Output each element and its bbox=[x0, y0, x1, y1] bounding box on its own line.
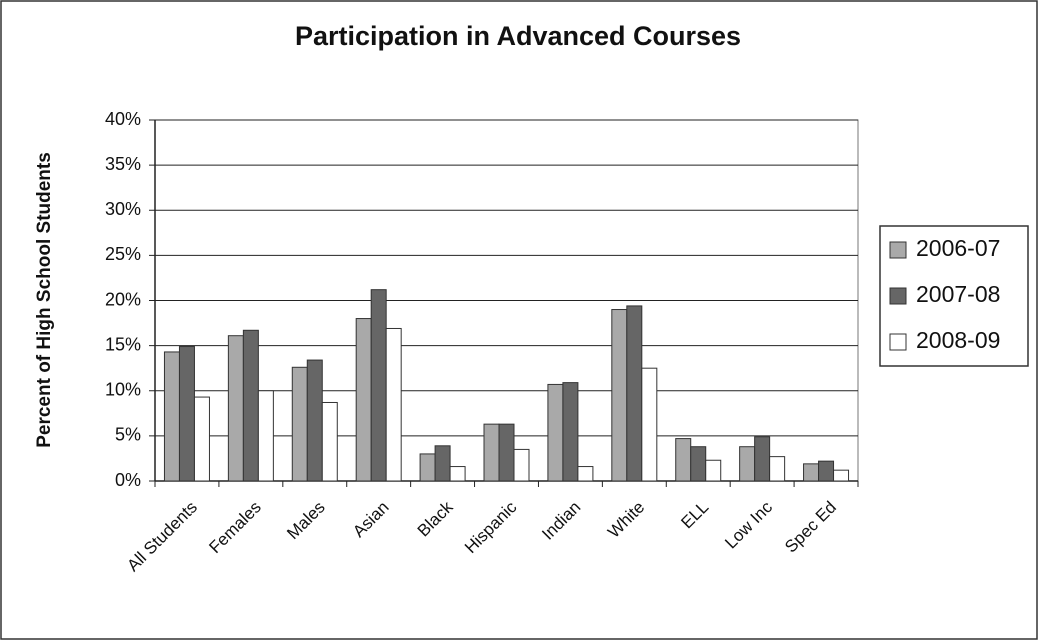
bar bbox=[163, 351, 180, 482]
legend-swatch bbox=[889, 241, 907, 259]
bar bbox=[641, 367, 658, 482]
bar bbox=[193, 396, 210, 482]
y-tick-label: 35% bbox=[105, 154, 141, 174]
bar bbox=[257, 390, 274, 482]
bar bbox=[754, 436, 771, 482]
bar bbox=[547, 383, 564, 482]
bar bbox=[690, 446, 707, 482]
y-tick-label: 0% bbox=[115, 470, 141, 490]
legend-label: 2008-09 bbox=[916, 327, 1000, 353]
bar bbox=[385, 327, 402, 482]
bar bbox=[321, 401, 338, 482]
legend-swatch bbox=[889, 287, 907, 305]
bar bbox=[483, 423, 500, 482]
bar bbox=[611, 309, 628, 482]
bar bbox=[739, 446, 756, 482]
bar bbox=[705, 459, 722, 482]
bar bbox=[434, 445, 451, 482]
y-tick-label: 15% bbox=[105, 334, 141, 354]
bar bbox=[355, 318, 372, 482]
bar bbox=[818, 460, 835, 482]
chart-title: Participation in Advanced Courses bbox=[295, 21, 741, 51]
bar bbox=[227, 335, 244, 482]
bar bbox=[803, 463, 820, 482]
y-tick-label: 10% bbox=[105, 380, 141, 400]
y-tick-label: 20% bbox=[105, 289, 141, 309]
bar bbox=[306, 359, 323, 482]
bar bbox=[291, 366, 308, 482]
bar bbox=[449, 466, 466, 482]
bar bbox=[769, 456, 786, 482]
bar bbox=[498, 423, 515, 482]
y-tick-label: 25% bbox=[105, 244, 141, 264]
y-axis-label: Percent of High School Students bbox=[34, 152, 55, 448]
legend-label: 2007-08 bbox=[916, 281, 1000, 307]
legend-label: 2006-07 bbox=[916, 235, 1000, 261]
bar bbox=[626, 305, 643, 482]
bar bbox=[178, 346, 195, 482]
bar bbox=[562, 382, 579, 482]
bar bbox=[513, 448, 530, 482]
y-tick-label: 40% bbox=[105, 109, 141, 129]
legend-swatch bbox=[889, 333, 907, 351]
y-tick-label: 5% bbox=[115, 425, 141, 445]
bar bbox=[242, 329, 259, 482]
bar bbox=[833, 469, 850, 482]
bar bbox=[577, 466, 594, 482]
y-tick-label: 30% bbox=[105, 199, 141, 219]
bar bbox=[675, 438, 692, 482]
bar bbox=[419, 453, 436, 482]
bar bbox=[370, 289, 387, 482]
